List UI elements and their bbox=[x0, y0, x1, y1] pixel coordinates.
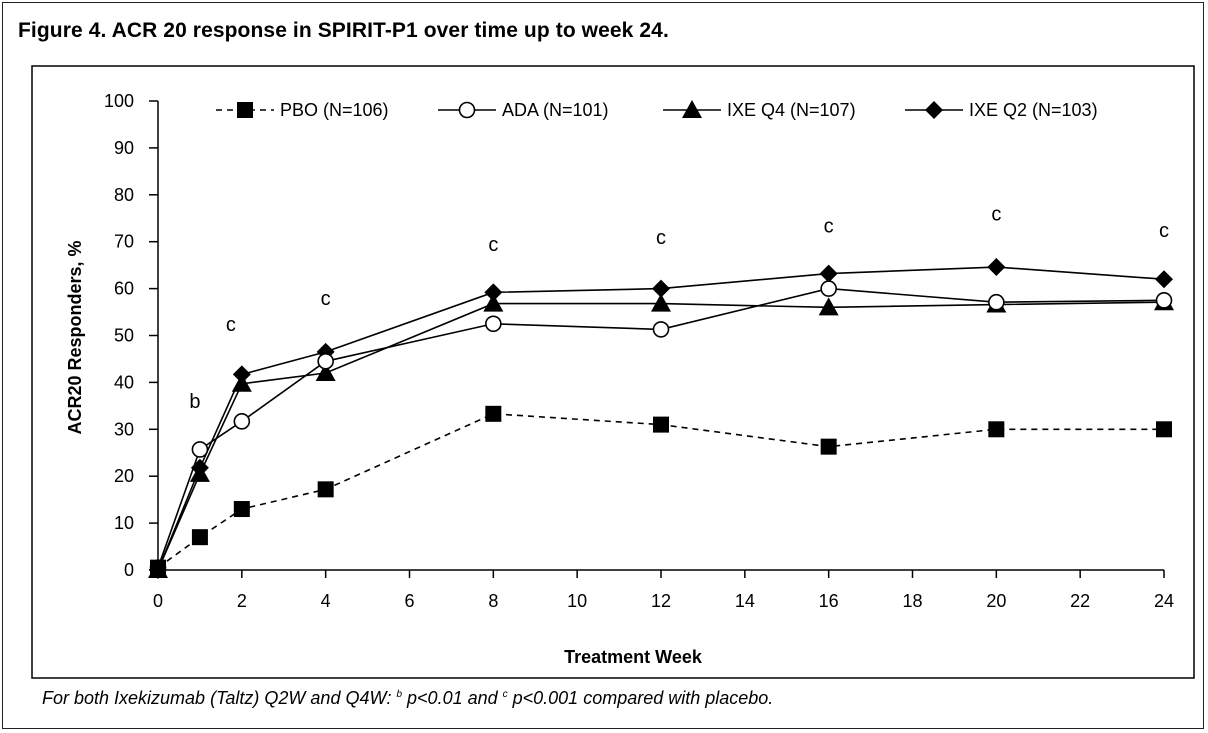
data-point-s1-8 bbox=[1155, 292, 1173, 309]
data-point-s3-7 bbox=[987, 258, 1006, 277]
data-point-s1-3 bbox=[317, 352, 334, 370]
legend-label-1: ADA (N=101) bbox=[502, 100, 609, 120]
y-tick-label: 50 bbox=[114, 326, 134, 346]
plot-frame bbox=[31, 65, 1195, 679]
footnote-c-text: p<0.001 compared with placebo. bbox=[507, 688, 774, 708]
data-point-s0-8 bbox=[1156, 421, 1172, 438]
annotation-c: c bbox=[656, 227, 666, 249]
data-point-s0-0 bbox=[150, 559, 166, 576]
data-point-s1-6 bbox=[820, 280, 837, 297]
figure-title: Figure 4. ACR 20 response in SPIRIT-P1 o… bbox=[18, 19, 669, 42]
x-tick-label: 16 bbox=[819, 591, 839, 611]
y-tick-label: 30 bbox=[114, 419, 134, 439]
x-tick-label: 12 bbox=[651, 591, 671, 611]
legend-marker-3 bbox=[925, 101, 943, 119]
data-point-s0-7 bbox=[988, 421, 1005, 438]
data-point-s1-4 bbox=[485, 315, 502, 333]
x-tick-label: 8 bbox=[488, 591, 498, 611]
footnote-b-mark: b bbox=[396, 689, 403, 700]
data-point-s2-6 bbox=[818, 297, 839, 316]
footnote: For both Ixekizumab (Taltz) Q2W and Q4W:… bbox=[42, 688, 773, 709]
series-line-2 bbox=[157, 301, 1165, 571]
legend: PBO (N=106) ADA (N=101) IXE Q4 (N=107) IXE … bbox=[216, 100, 1098, 120]
x-tick-label: 24 bbox=[1154, 591, 1174, 611]
annotation-c: c bbox=[1159, 220, 1169, 242]
data-point-s2-4 bbox=[483, 293, 504, 312]
x-tick-label: 2 bbox=[237, 591, 247, 611]
data-point-s0-5 bbox=[653, 416, 669, 433]
data-point-s2-3 bbox=[315, 363, 336, 382]
footnote-b-text: p<0.01 and bbox=[402, 688, 503, 708]
y-tick-label: 10 bbox=[114, 513, 134, 533]
data-point-s3-6 bbox=[819, 264, 838, 283]
y-tick-label: 40 bbox=[114, 372, 134, 392]
y-axis-title: ACR20 Responders, % bbox=[65, 240, 85, 434]
annotation-c: c bbox=[991, 204, 1001, 226]
y-tick-label: 60 bbox=[114, 279, 134, 299]
annotation-c: c bbox=[488, 234, 498, 256]
data-point-s2-5 bbox=[651, 293, 671, 312]
data-point-s0-1 bbox=[191, 529, 208, 546]
data-point-s3-4 bbox=[484, 283, 503, 302]
legend-label-2: IXE Q4 (N=107) bbox=[727, 100, 856, 120]
legend-label-0: PBO (N=106) bbox=[280, 100, 389, 120]
y-tick-label: 90 bbox=[114, 138, 134, 158]
significance-annotations: b c c c c c c c bbox=[189, 204, 1169, 414]
footnote-prefix: For both Ixekizumab (Taltz) Q2W and Q4W: bbox=[42, 688, 397, 708]
x-tick-label: 10 bbox=[567, 591, 587, 611]
annotation-c: c bbox=[824, 215, 834, 237]
y-tick-label: 70 bbox=[114, 232, 134, 252]
data-point-s1-1 bbox=[191, 441, 209, 458]
data-point-s3-8 bbox=[1155, 270, 1173, 289]
data-point-s3-5 bbox=[652, 279, 670, 298]
x-tick-label: 0 bbox=[153, 591, 163, 611]
y-tick-label: 80 bbox=[114, 185, 134, 205]
x-tick-label: 18 bbox=[902, 591, 922, 611]
y-tick-label: 20 bbox=[114, 466, 134, 486]
data-point-s0-6 bbox=[820, 438, 837, 455]
legend-marker-2 bbox=[682, 100, 702, 118]
x-tick-label: 14 bbox=[735, 591, 755, 611]
y-tick-label: 0 bbox=[124, 560, 134, 580]
footnote-c-mark: c bbox=[502, 689, 508, 700]
series-line-0 bbox=[157, 413, 1164, 569]
x-tick-label: 20 bbox=[986, 591, 1006, 611]
legend-marker-1 bbox=[458, 101, 476, 119]
legend-label-3: IXE Q2 (N=103) bbox=[969, 100, 1098, 120]
x-tick-label: 4 bbox=[321, 591, 331, 611]
data-point-s0-3 bbox=[317, 481, 334, 498]
annotation-b: b bbox=[189, 391, 200, 413]
legend-marker-0 bbox=[237, 102, 253, 118]
x-tick-label: 6 bbox=[404, 591, 414, 611]
data-point-s2-2 bbox=[231, 373, 252, 392]
annotation-c: c bbox=[226, 314, 236, 336]
data-point-s2-1 bbox=[189, 463, 210, 482]
data-point-s1-2 bbox=[233, 413, 251, 430]
data-point-s1-5 bbox=[652, 321, 670, 338]
annotation-c: c bbox=[321, 288, 331, 310]
x-tick-label: 22 bbox=[1070, 591, 1090, 611]
data-point-s0-4 bbox=[485, 405, 502, 422]
data-point-s1-7 bbox=[988, 293, 1005, 311]
y-tick-label: 100 bbox=[104, 91, 134, 111]
x-axis-title: Treatment Week bbox=[564, 647, 703, 667]
series-markers bbox=[148, 258, 1174, 579]
data-point-s0-2 bbox=[233, 501, 250, 518]
